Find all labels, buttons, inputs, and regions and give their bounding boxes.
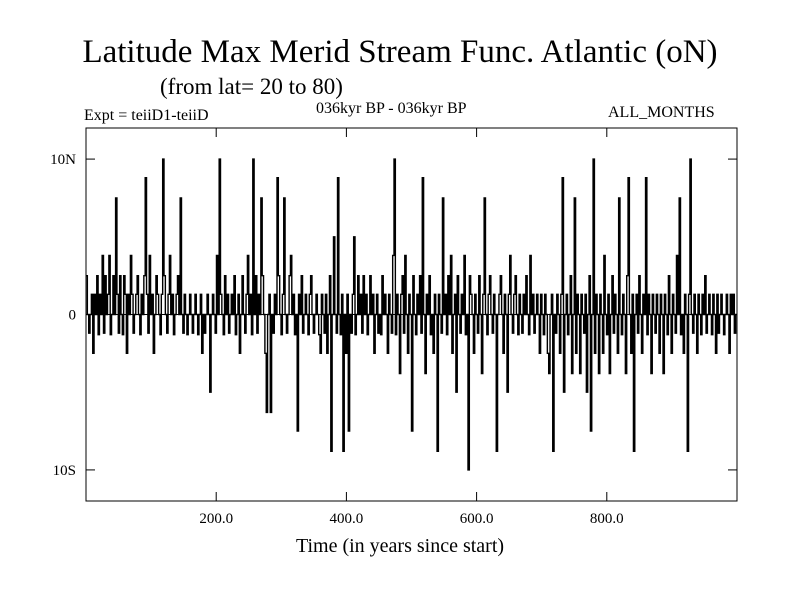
x-tick-label: 600.0 [460,511,494,527]
months-label: ALL_MONTHS [608,104,715,121]
y-tick-label: 0 [69,308,77,324]
series-line-0 [86,158,737,471]
period-label: 036kyr BP - 036kyr BP [316,100,467,117]
x-tick-label: 200.0 [199,511,233,527]
y-tick-label: 10S [53,463,76,479]
x-axis-label: Time (in years since start) [295,535,505,557]
chart-title: Latitude Max Merid Stream Func. Atlantic… [82,34,718,70]
x-tick-label: 800.0 [590,511,624,527]
x-tick-label: 400.0 [330,511,364,527]
experiment-label: Expt = teiiD1-teiiD [84,107,209,124]
y-tick-label: 10N [50,152,76,168]
chart-subtitle: (from lat= 20 to 80) [160,74,343,99]
